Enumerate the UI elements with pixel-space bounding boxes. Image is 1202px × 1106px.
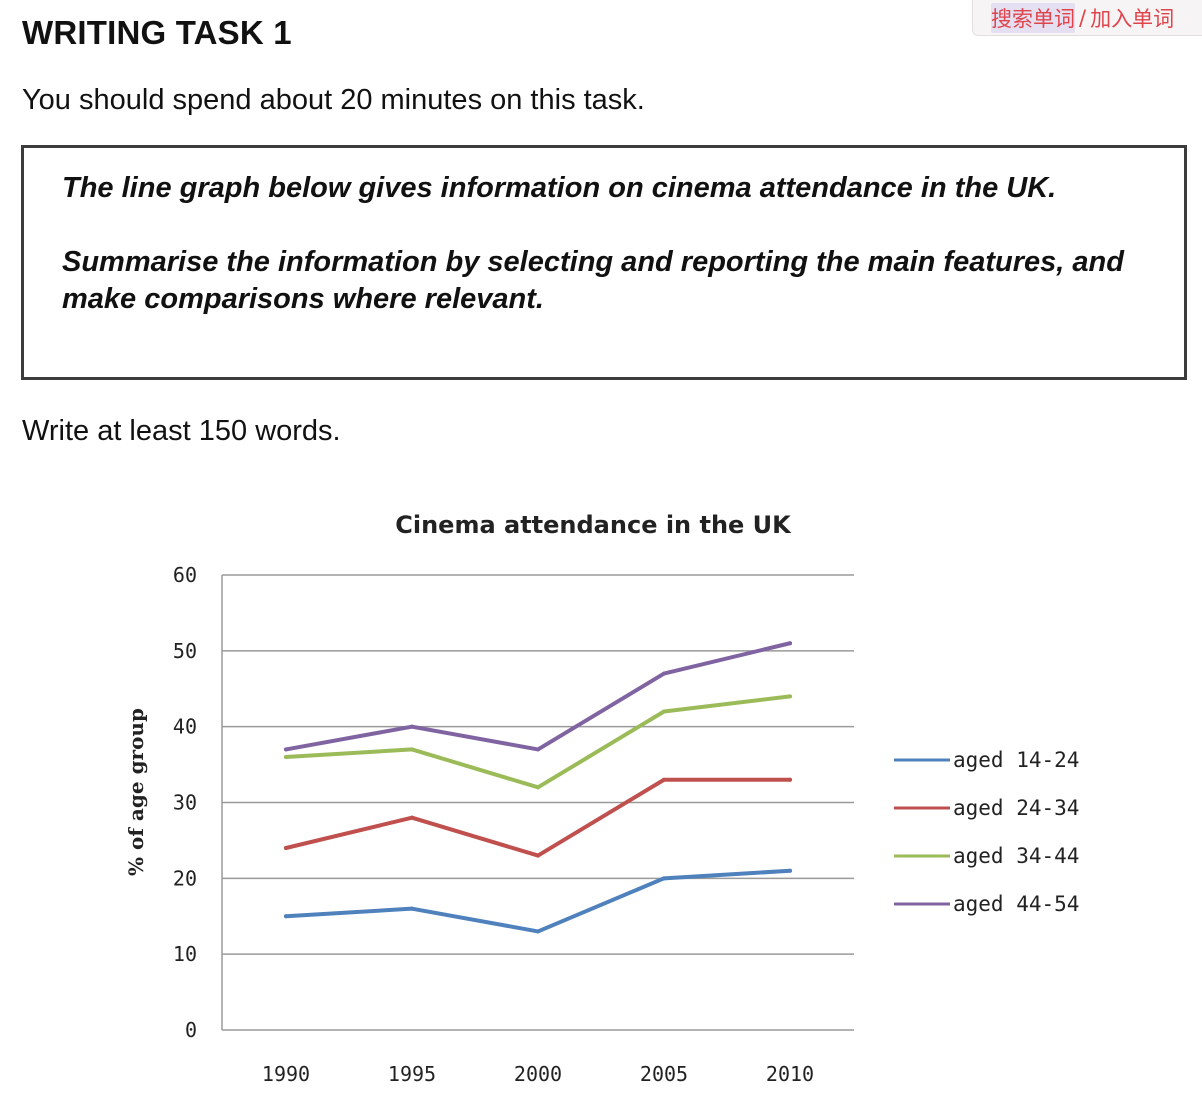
data-point-2-2000	[536, 853, 540, 858]
search-word-link[interactable]: 搜索单词	[991, 2, 1075, 33]
data-point-1-2000	[536, 929, 540, 934]
dictionary-toolbar: 搜索单词 / 加入单词	[972, 0, 1202, 36]
line-chart: Cinema attendance in the UK % of age gro…	[124, 511, 1079, 1086]
data-point-4-1995	[410, 724, 414, 729]
series-line-3	[284, 694, 792, 790]
y-axis-label: % of age group	[124, 708, 148, 876]
y-tick-labels: 0 10 20 30 40 50 60	[173, 563, 197, 1042]
data-point-2-1990	[284, 846, 288, 850]
data-point-1-1995	[410, 906, 414, 911]
prompt-instruction: Summarise the information by selecting a…	[62, 246, 1124, 315]
toolbar-separator: /	[1079, 5, 1087, 30]
data-point-1-2010	[788, 868, 792, 873]
data-point-3-1995	[410, 747, 414, 752]
data-point-2-2010	[788, 777, 792, 782]
data-point-3-2000	[536, 785, 540, 790]
gridlines	[221, 574, 854, 1031]
chart-container: Cinema attendance in the UK % of age gro…	[0, 490, 1202, 1106]
chart-title: Cinema attendance in the UK	[395, 511, 792, 539]
time-instruction: You should spend about 20 minutes on thi…	[22, 84, 645, 116]
data-point-1-1990	[284, 914, 288, 919]
series-line-1	[284, 868, 792, 934]
y-tick-label-60: 60	[173, 563, 197, 587]
x-tick-label-2005: 2005	[640, 1062, 688, 1086]
data-point-3-2005	[662, 709, 666, 714]
add-word-link[interactable]: 加入单词	[1090, 6, 1175, 31]
y-tick-label-50: 50	[173, 639, 197, 663]
data-point-4-1990	[284, 747, 288, 752]
y-tick-label-10: 10	[173, 942, 197, 966]
x-tick-label-2000: 2000	[514, 1062, 562, 1086]
word-count-instruction: Write at least 150 words.	[22, 415, 341, 447]
legend-label-1: aged 14-24	[953, 748, 1079, 772]
data-point-4-2010	[788, 641, 792, 646]
data-point-4-2005	[662, 671, 666, 676]
x-tick-label-2010: 2010	[766, 1062, 814, 1086]
y-tick-label-0: 0	[185, 1018, 197, 1042]
task-prompt-box: The line graph below gives information o…	[21, 145, 1187, 380]
series-line-2	[284, 777, 792, 858]
x-tick-label-1990: 1990	[262, 1062, 310, 1086]
data-point-2-2005	[662, 777, 666, 782]
task-title: WRITING TASK 1	[22, 14, 292, 51]
legend-label-2: aged 24-34	[953, 796, 1079, 820]
y-tick-label-30: 30	[173, 791, 197, 815]
legend-label-4: aged 44-54	[953, 892, 1079, 916]
series-line-4	[284, 641, 792, 752]
data-series	[284, 641, 792, 934]
x-tick-label-1995: 1995	[388, 1062, 436, 1086]
legend-label-3: aged 34-44	[953, 844, 1079, 868]
data-point-2-1995	[410, 815, 414, 820]
prompt-description: The line graph below gives information o…	[62, 172, 1057, 204]
x-tick-labels: 1990 1995 2000 2005 2010	[262, 1062, 814, 1086]
legend: aged 14-24 aged 24-34 aged 34-44 aged 44-54	[894, 748, 1079, 916]
y-tick-label-40: 40	[173, 715, 197, 739]
y-tick-label-20: 20	[173, 866, 197, 890]
data-point-4-2000	[536, 747, 540, 752]
data-point-3-2010	[788, 694, 792, 699]
data-point-3-1990	[284, 755, 288, 759]
data-point-1-2005	[662, 876, 666, 881]
